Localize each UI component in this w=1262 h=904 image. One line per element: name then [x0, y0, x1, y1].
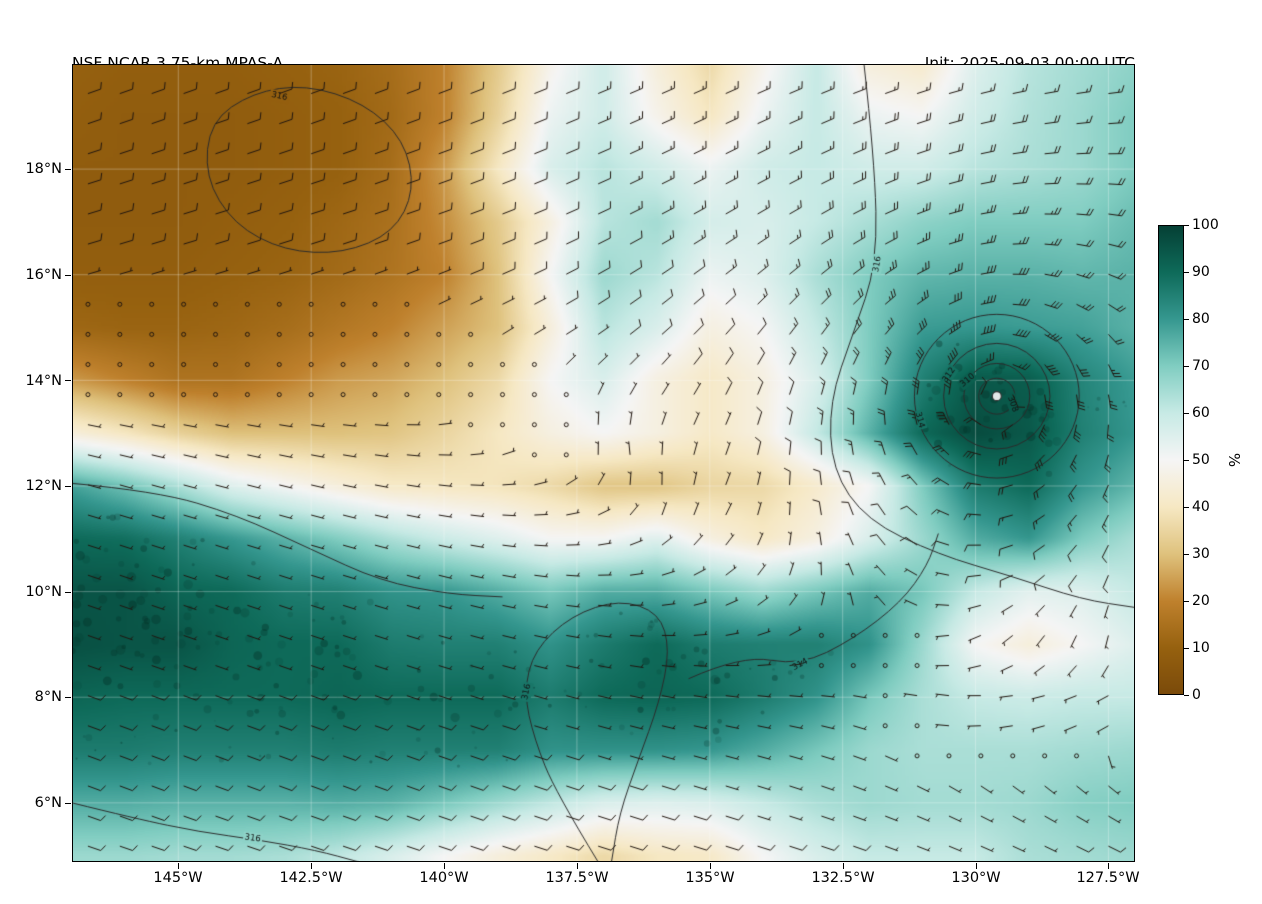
axis-tick-mark: [1184, 601, 1189, 602]
lon-tick-label: 145°W: [153, 870, 203, 886]
axis-tick-mark: [65, 380, 71, 381]
axis-tick-mark: [1108, 863, 1109, 869]
colorbar-tick-label: 100: [1192, 217, 1219, 233]
lat-tick-label: 12°N: [25, 478, 62, 494]
colorbar-tick-label: 70: [1192, 358, 1210, 374]
colorbar-tick-label: 60: [1192, 405, 1210, 421]
axis-tick-mark: [710, 863, 711, 869]
colorbar-unit-label: %: [1225, 452, 1243, 468]
axis-tick-mark: [577, 863, 578, 869]
axis-tick-mark: [311, 863, 312, 869]
lon-tick-label: 135°W: [685, 870, 735, 886]
colorbar-tick-label: 90: [1192, 264, 1210, 280]
axis-tick-mark: [65, 592, 71, 593]
axis-tick-mark: [843, 863, 844, 869]
axis-tick-mark: [1184, 366, 1189, 367]
axis-tick-mark: [444, 863, 445, 869]
axis-tick-mark: [976, 863, 977, 869]
colorbar-tick-label: 30: [1192, 546, 1210, 562]
axis-tick-mark: [1184, 695, 1189, 696]
axis-tick-mark: [1184, 460, 1189, 461]
axis-tick-mark: [1184, 554, 1189, 555]
axis-tick-mark: [1184, 413, 1189, 414]
axis-tick-mark: [1184, 648, 1189, 649]
colorbar-tick-label: 50: [1192, 452, 1210, 468]
colorbar-tick-label: 40: [1192, 499, 1210, 515]
lat-tick-label: 8°N: [34, 689, 62, 705]
colorbar-tick-label: 10: [1192, 640, 1210, 656]
lon-tick-label: 140°W: [419, 870, 469, 886]
colorbar-tick-label: 20: [1192, 593, 1210, 609]
map-plot-area: [72, 64, 1135, 862]
lat-tick-label: 16°N: [25, 267, 62, 283]
colorbar-tick-label: 0: [1192, 687, 1201, 703]
lat-tick-label: 6°N: [34, 795, 62, 811]
axis-tick-mark: [1184, 319, 1189, 320]
lon-tick-label: 130°W: [951, 870, 1001, 886]
lat-tick-label: 10°N: [25, 584, 62, 600]
axis-tick-mark: [1184, 225, 1189, 226]
axis-tick-mark: [65, 275, 71, 276]
colorbar-tick-label: 80: [1192, 311, 1210, 327]
colorbar: [1158, 225, 1184, 695]
axis-tick-mark: [1184, 272, 1189, 273]
lat-tick-label: 14°N: [25, 373, 62, 389]
lon-tick-label: 137.5°W: [545, 870, 609, 886]
axis-tick-mark: [1184, 507, 1189, 508]
axis-tick-mark: [65, 803, 71, 804]
lon-tick-label: 142.5°W: [279, 870, 343, 886]
map-canvas: [72, 64, 1135, 862]
axis-tick-mark: [65, 486, 71, 487]
axis-tick-mark: [65, 697, 71, 698]
axis-tick-mark: [178, 863, 179, 869]
lon-tick-label: 127.5°W: [1076, 870, 1140, 886]
lat-tick-label: 18°N: [25, 161, 62, 177]
axis-tick-mark: [65, 169, 71, 170]
lon-tick-label: 132.5°W: [811, 870, 875, 886]
